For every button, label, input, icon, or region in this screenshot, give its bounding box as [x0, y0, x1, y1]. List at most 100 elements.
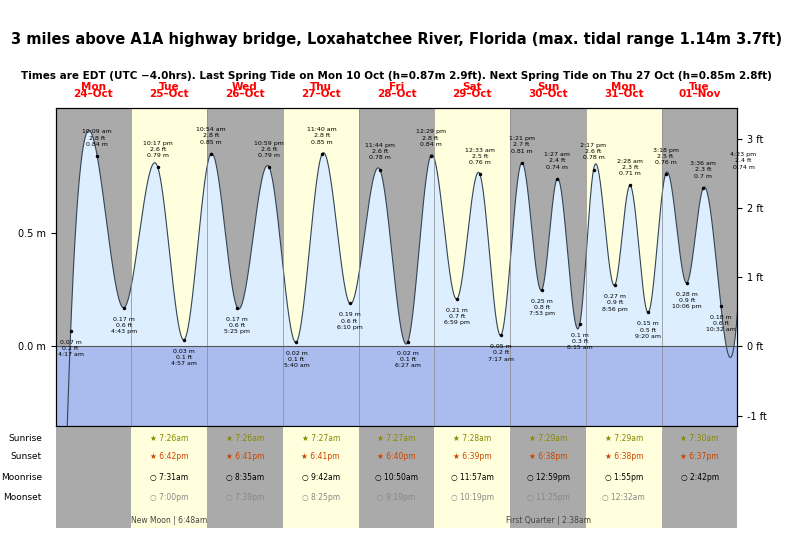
Bar [56, 345, 737, 426]
Text: 12:29 pm
2.8 ft
0.84 m: 12:29 pm 2.8 ft 0.84 m [416, 129, 446, 147]
Text: 0.21 m
0.7 ft
6:59 pm: 0.21 m 0.7 ft 6:59 pm [444, 308, 470, 326]
Text: Tue: Tue [159, 82, 179, 93]
Text: ○ 9:19pm: ○ 9:19pm [377, 493, 416, 502]
Text: 0.18 m
0.6 ft
10:32 am: 0.18 m 0.6 ft 10:32 am [706, 315, 736, 332]
Bar [56, 108, 132, 426]
Text: 28–Oct: 28–Oct [377, 89, 416, 99]
Text: 10:09 am
2.8 ft
0.84 m: 10:09 am 2.8 ft 0.84 m [82, 129, 112, 147]
Text: 0.03 m
0.1 ft
4:57 am: 0.03 m 0.1 ft 4:57 am [171, 349, 197, 366]
Text: 25–Oct: 25–Oct [149, 89, 189, 99]
Text: ★ 6:42pm: ★ 6:42pm [150, 452, 189, 461]
Text: Sat: Sat [462, 82, 482, 93]
Text: 0.17 m
0.6 ft
5:25 pm: 0.17 m 0.6 ft 5:25 pm [224, 317, 251, 334]
Text: Moonrise: Moonrise [1, 473, 42, 481]
Text: 26–Oct: 26–Oct [225, 89, 265, 99]
Text: 0.1 m
0.3 ft
8:15 am: 0.1 m 0.3 ft 8:15 am [567, 333, 592, 350]
Text: 0.15 m
0.5 ft
9:20 am: 0.15 m 0.5 ft 9:20 am [635, 321, 661, 339]
Text: ○ 8:25pm: ○ 8:25pm [301, 493, 339, 502]
Text: Sun: Sun [537, 82, 559, 93]
Text: 01–Nov: 01–Nov [679, 89, 721, 99]
Text: ○ 7:00pm: ○ 7:00pm [150, 493, 189, 502]
Text: Mon: Mon [81, 82, 106, 93]
Text: ○ 12:32am: ○ 12:32am [603, 493, 646, 502]
Bar [56, 426, 132, 528]
Text: 2:28 am
2.3 ft
0.71 m: 2:28 am 2.3 ft 0.71 m [617, 159, 643, 176]
Text: First Quarter | 2:38am: First Quarter | 2:38am [506, 515, 591, 524]
Text: 30–Oct: 30–Oct [528, 89, 568, 99]
Text: Fri: Fri [389, 82, 404, 93]
Bar [435, 426, 510, 528]
Text: 24–Oct: 24–Oct [74, 89, 113, 99]
Bar [435, 108, 510, 426]
Text: 0.25 m
0.8 ft
7:53 pm: 0.25 m 0.8 ft 7:53 pm [529, 299, 555, 316]
Bar [510, 426, 586, 528]
Bar [283, 108, 358, 426]
Bar [207, 108, 283, 426]
Text: 1:27 am
2.4 ft
0.74 m: 1:27 am 2.4 ft 0.74 m [544, 152, 570, 170]
Text: ★ 7:29am: ★ 7:29am [529, 433, 567, 443]
Text: 0.02 m
0.1 ft
5:40 am: 0.02 m 0.1 ft 5:40 am [284, 351, 309, 368]
Text: ○ 1:55pm: ○ 1:55pm [605, 473, 643, 481]
Text: 1:21 pm
2.7 ft
0.81 m: 1:21 pm 2.7 ft 0.81 m [508, 136, 534, 154]
Bar [283, 426, 358, 528]
Text: ★ 7:26am: ★ 7:26am [150, 433, 189, 443]
Text: ★ 6:41pm: ★ 6:41pm [226, 452, 264, 461]
Text: ★ 6:38pm: ★ 6:38pm [604, 452, 643, 461]
Bar [132, 426, 207, 528]
Text: ★ 7:30am: ★ 7:30am [680, 433, 718, 443]
Text: 11:40 am
2.8 ft
0.85 m: 11:40 am 2.8 ft 0.85 m [308, 127, 337, 144]
Bar [586, 426, 661, 528]
Text: 12:33 am
2.5 ft
0.76 m: 12:33 am 2.5 ft 0.76 m [465, 148, 495, 165]
Text: Tue: Tue [689, 82, 710, 93]
Text: 0.27 m
0.9 ft
8:56 pm: 0.27 m 0.9 ft 8:56 pm [602, 294, 628, 312]
Text: 4:23 pm
2.4 ft
0.74 m: 4:23 pm 2.4 ft 0.74 m [730, 152, 757, 170]
Text: 0.28 m
0.9 ft
10:06 pm: 0.28 m 0.9 ft 10:06 pm [672, 292, 702, 309]
Bar [586, 108, 661, 426]
Text: Sunset: Sunset [11, 452, 42, 461]
Text: ★ 7:27am: ★ 7:27am [377, 433, 416, 443]
Bar [661, 426, 737, 528]
Text: 3 miles above A1A highway bridge, Loxahatchee River, Florida (max. tidal range 1: 3 miles above A1A highway bridge, Loxaha… [11, 32, 782, 47]
Text: 10:17 pm
2.6 ft
0.79 m: 10:17 pm 2.6 ft 0.79 m [143, 141, 173, 158]
Bar [661, 108, 737, 426]
Text: ○ 7:31am: ○ 7:31am [150, 473, 188, 481]
Text: 29–Oct: 29–Oct [453, 89, 492, 99]
Text: Sunrise: Sunrise [8, 433, 42, 443]
Text: ○ 10:50am: ○ 10:50am [375, 473, 418, 481]
Text: 3:36 am
2.3 ft
0.7 m: 3:36 am 2.3 ft 0.7 m [691, 161, 716, 178]
Text: New Moon | 6:48am: New Moon | 6:48am [131, 515, 207, 524]
Text: ★ 7:26am: ★ 7:26am [226, 433, 264, 443]
Text: 2:17 pm
2.6 ft
0.78 m: 2:17 pm 2.6 ft 0.78 m [580, 143, 607, 161]
Text: 0.02 m
0.1 ft
6:27 am: 0.02 m 0.1 ft 6:27 am [395, 351, 421, 368]
Text: Moonset: Moonset [3, 493, 42, 502]
Text: 10:59 pm
2.6 ft
0.79 m: 10:59 pm 2.6 ft 0.79 m [255, 141, 284, 158]
Text: ★ 7:29am: ★ 7:29am [604, 433, 643, 443]
Text: ○ 11:25pm: ○ 11:25pm [527, 493, 569, 502]
Text: ★ 6:39pm: ★ 6:39pm [453, 452, 492, 461]
Text: 0.17 m
0.6 ft
4:43 pm: 0.17 m 0.6 ft 4:43 pm [110, 317, 137, 334]
Bar [510, 108, 586, 426]
Text: ★ 6:37pm: ★ 6:37pm [680, 452, 719, 461]
Text: ○ 8:35am: ○ 8:35am [226, 473, 264, 481]
Text: ○ 7:39pm: ○ 7:39pm [226, 493, 264, 502]
Text: 3:18 pm
2.5 ft
0.76 m: 3:18 pm 2.5 ft 0.76 m [653, 148, 679, 165]
Text: Wed: Wed [232, 82, 258, 93]
Text: ○ 12:59pm: ○ 12:59pm [527, 473, 569, 481]
Bar [358, 426, 435, 528]
Bar [132, 108, 207, 426]
Text: ★ 7:27am: ★ 7:27am [301, 433, 340, 443]
Text: 0.05 m
0.2 ft
7:17 am: 0.05 m 0.2 ft 7:17 am [488, 344, 514, 362]
Text: ○ 2:42pm: ○ 2:42pm [680, 473, 718, 481]
Text: Mon: Mon [611, 82, 636, 93]
Text: Times are EDT (UTC −4.0hrs). Last Spring Tide on Mon 10 Oct (h=0.87m 2.9ft). Nex: Times are EDT (UTC −4.0hrs). Last Spring… [21, 71, 772, 81]
Text: 10:54 am
2.8 ft
0.85 m: 10:54 am 2.8 ft 0.85 m [196, 127, 226, 144]
Bar [358, 108, 435, 426]
Text: Thu: Thu [310, 82, 331, 93]
Text: 0.19 m
0.6 ft
6:10 pm: 0.19 m 0.6 ft 6:10 pm [336, 313, 362, 330]
Text: ○ 10:19pm: ○ 10:19pm [450, 493, 494, 502]
Text: ○ 11:57am: ○ 11:57am [451, 473, 494, 481]
Text: 31–Oct: 31–Oct [604, 89, 644, 99]
Text: 11:44 pm
2.6 ft
0.78 m: 11:44 pm 2.6 ft 0.78 m [365, 143, 395, 161]
Text: ★ 6:40pm: ★ 6:40pm [377, 452, 416, 461]
Text: 27–Oct: 27–Oct [301, 89, 341, 99]
